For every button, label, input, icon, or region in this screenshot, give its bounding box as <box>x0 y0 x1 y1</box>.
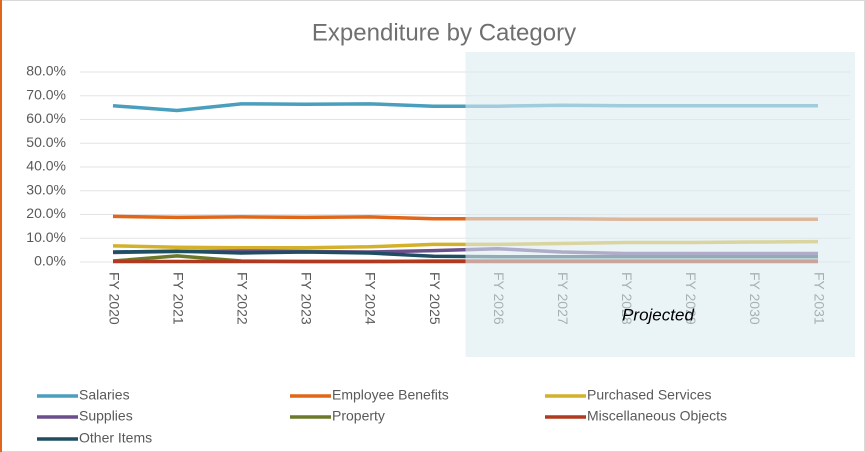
x-tick-label: FY 2023 <box>299 272 315 325</box>
y-tick-label: 10.0% <box>26 229 66 245</box>
chart-title: Expenditure by Category <box>312 19 576 46</box>
x-tick-label: FY 2022 <box>234 272 250 325</box>
y-tick-label: 40.0% <box>26 158 66 174</box>
legend-label: Property <box>332 408 385 424</box>
y-tick-label: 0.0% <box>34 253 66 269</box>
legend-label: Purchased Services <box>587 387 712 403</box>
x-tick-label: FY 2024 <box>363 272 379 325</box>
legend-label: Supplies <box>79 408 133 424</box>
y-tick-label: 20.0% <box>26 205 66 221</box>
x-tick-label: FY 2020 <box>106 272 122 325</box>
y-tick-label: 60.0% <box>26 110 66 126</box>
legend-label: Miscellaneous Objects <box>587 408 727 424</box>
y-tick-label: 80.0% <box>26 63 66 79</box>
y-tick-label: 50.0% <box>26 134 66 150</box>
projected-region <box>465 52 855 357</box>
x-tick-label: FY 2025 <box>427 272 443 325</box>
y-tick-label: 30.0% <box>26 181 66 197</box>
annotation: Projected <box>622 305 694 324</box>
legend-label: Other Items <box>79 430 152 446</box>
x-tick-label: FY 2021 <box>170 272 186 325</box>
y-tick-label: 70.0% <box>26 86 66 102</box>
legend-label: Salaries <box>79 387 130 403</box>
legend-label: Employee Benefits <box>332 387 449 403</box>
